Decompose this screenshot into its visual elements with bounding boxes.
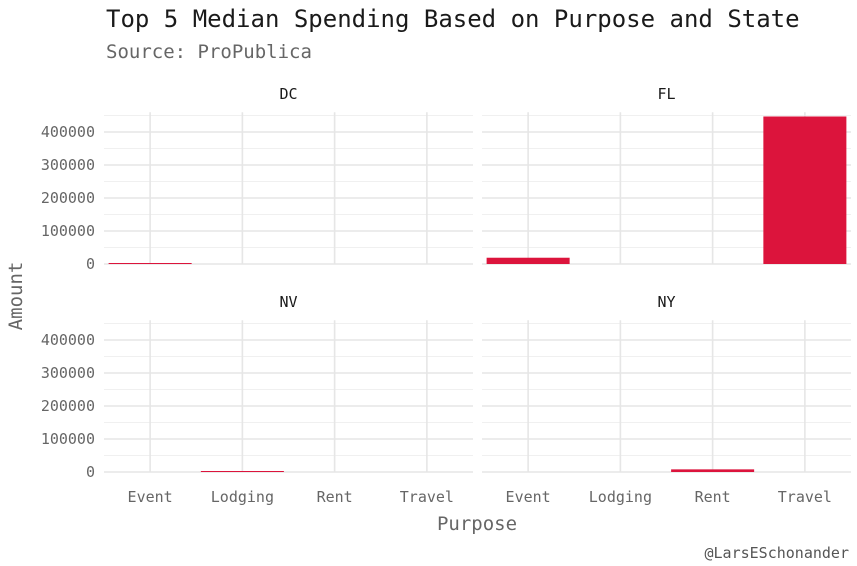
y-tick-label: 100000 bbox=[41, 222, 95, 240]
chart-subtitle: Source: ProPublica bbox=[106, 41, 312, 63]
facet-label: NV bbox=[279, 293, 297, 311]
bar-nv-lodging bbox=[200, 471, 284, 472]
x-tick-label: Rent bbox=[695, 488, 731, 506]
bar-fl-travel bbox=[763, 116, 847, 265]
facet-panel-ny: NY Event Lodging Rent Travel bbox=[482, 293, 851, 506]
y-tick-label: 0 bbox=[86, 255, 95, 273]
x-tick-label: Lodging bbox=[211, 488, 274, 506]
x-tick-label: Event bbox=[506, 488, 551, 506]
y-tick-label: 200000 bbox=[41, 189, 95, 207]
facet-panels: DC 0 100000 200000 300000 400000 FL NV 0 100000 20… bbox=[41, 85, 851, 506]
facet-label: FL bbox=[657, 85, 675, 103]
x-tick-label: Travel bbox=[400, 488, 454, 506]
y-axis-title: Amount bbox=[5, 262, 27, 331]
facet-panel-fl: FL bbox=[482, 85, 851, 265]
y-tick-label: 100000 bbox=[41, 430, 95, 448]
y-tick-label: 300000 bbox=[41, 364, 95, 382]
chart-title: Top 5 Median Spending Based on Purpose a… bbox=[106, 5, 800, 33]
x-axis-title: Purpose bbox=[437, 513, 517, 535]
y-tick-label: 400000 bbox=[41, 331, 95, 349]
y-tick-label: 400000 bbox=[41, 123, 95, 141]
facet-panel-nv: NV 0 100000 200000 300000 400000 Event Lodging R… bbox=[41, 293, 473, 506]
x-tick-label: Lodging bbox=[589, 488, 652, 506]
bar-dc-event bbox=[108, 263, 192, 264]
x-tick-label: Event bbox=[128, 488, 173, 506]
facet-panel-dc: DC 0 100000 200000 300000 400000 bbox=[41, 85, 473, 273]
chart-caption: @LarsESchonander bbox=[705, 544, 850, 562]
x-tick-label: Travel bbox=[778, 488, 832, 506]
bar-fl-event bbox=[486, 257, 570, 264]
y-tick-label: 200000 bbox=[41, 397, 95, 415]
x-tick-label: Rent bbox=[317, 488, 353, 506]
facet-label: NY bbox=[657, 293, 675, 311]
facet-label: DC bbox=[279, 85, 297, 103]
y-tick-label: 300000 bbox=[41, 156, 95, 174]
bar-ny-rent bbox=[671, 469, 755, 472]
y-tick-label: 0 bbox=[86, 463, 95, 481]
